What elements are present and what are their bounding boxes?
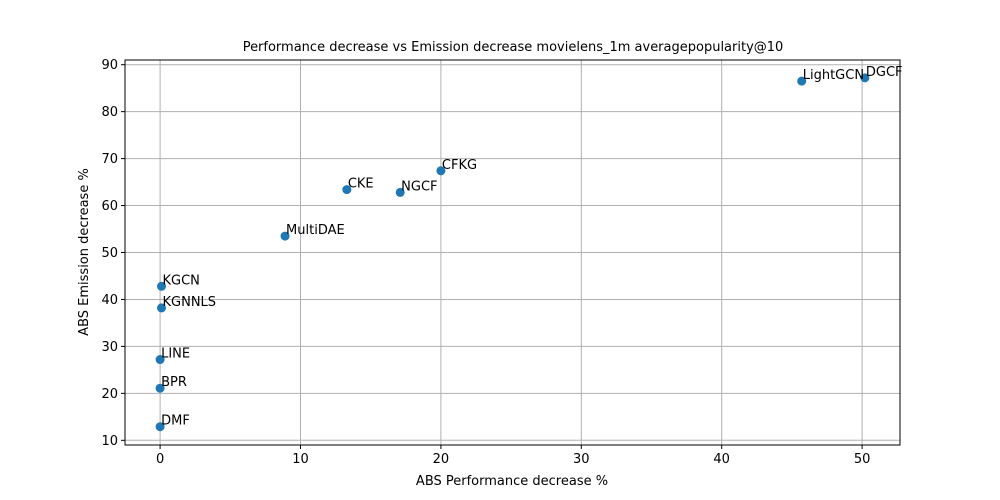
scatter-point	[280, 231, 290, 241]
point-label: DMF	[161, 414, 190, 429]
y-tick-label: 70	[101, 152, 118, 167]
y-tick-label: 50	[101, 246, 118, 261]
scatter-point	[436, 166, 446, 176]
point-label: BPR	[161, 375, 187, 390]
y-tick-label: 10	[101, 434, 118, 449]
scatter-point	[797, 76, 807, 86]
scatter-point	[155, 355, 165, 365]
scatter-point	[860, 73, 870, 83]
y-tick-label: 60	[101, 199, 118, 214]
chart-title: Performance decrease vs Emission decreas…	[243, 40, 784, 55]
x-tick-label: 0	[156, 452, 164, 467]
scatter-point	[395, 187, 405, 197]
scatter-point	[342, 185, 352, 195]
point-label: LightGCN	[803, 68, 864, 83]
y-tick-label: 40	[101, 293, 118, 308]
scatter-point	[155, 383, 165, 393]
point-label: KGNNLS	[163, 295, 217, 310]
point-label: KGCN	[163, 273, 200, 288]
point-label: NGCF	[401, 179, 437, 194]
point-label: LINE	[161, 347, 190, 362]
y-tick-label: 30	[101, 340, 118, 355]
x-axis-title: ABS Performance decrease %	[416, 474, 608, 489]
x-tick-label: 40	[713, 452, 730, 467]
x-tick-label: 10	[292, 452, 309, 467]
y-tick-label: 20	[101, 387, 118, 402]
y-tick-label: 80	[101, 105, 118, 120]
y-axis-title: ABS Emission decrease %	[77, 168, 92, 336]
point-label: CKE	[348, 177, 374, 192]
point-label: MultiDAE	[286, 223, 345, 238]
y-tick-label: 90	[101, 58, 118, 73]
scatter-point	[155, 422, 165, 432]
scatter-point	[157, 281, 167, 291]
point-label: DGCF	[866, 65, 903, 80]
x-tick-label: 50	[854, 452, 871, 467]
grid-layer	[125, 60, 900, 445]
x-tick-label: 20	[433, 452, 450, 467]
plot-frame	[124, 59, 901, 446]
point-label: CFKG	[442, 158, 477, 173]
tick-layer: 0 10 20 30 40 50 10 20 30 40 50 60 70 80 90	[101, 58, 870, 467]
x-tick-label: 30	[573, 452, 590, 467]
scatter-point	[157, 303, 167, 313]
